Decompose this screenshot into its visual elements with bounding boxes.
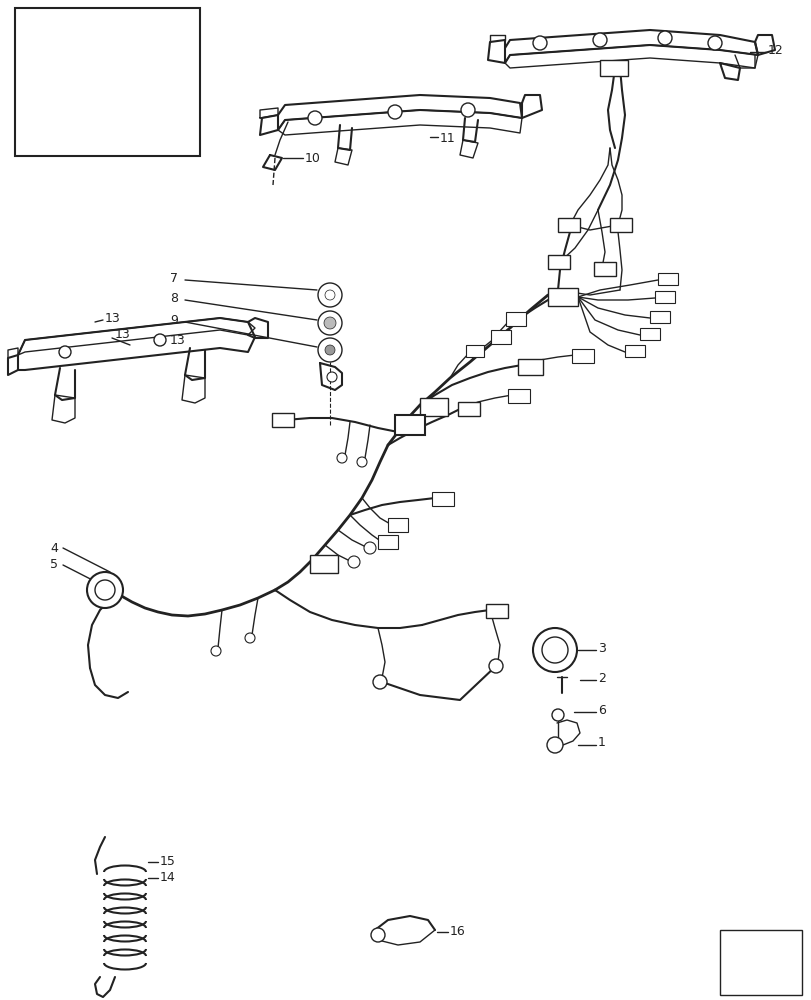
Bar <box>571 349 594 363</box>
Bar <box>547 288 577 306</box>
Circle shape <box>551 709 564 721</box>
Bar <box>394 415 424 435</box>
Bar <box>272 413 294 427</box>
Bar <box>547 255 569 269</box>
Circle shape <box>372 675 387 689</box>
Circle shape <box>532 628 577 672</box>
Text: 8: 8 <box>169 292 178 304</box>
Circle shape <box>211 646 221 656</box>
Bar <box>378 535 397 549</box>
Bar <box>15 8 200 156</box>
Polygon shape <box>769 945 799 985</box>
Bar <box>486 604 508 618</box>
Circle shape <box>324 317 336 329</box>
Circle shape <box>327 372 337 382</box>
Bar <box>505 312 526 326</box>
Circle shape <box>488 659 502 673</box>
Circle shape <box>547 737 562 753</box>
Text: 2: 2 <box>597 672 605 684</box>
Bar <box>657 273 677 285</box>
Bar <box>649 311 669 323</box>
Circle shape <box>324 290 335 300</box>
Text: 7: 7 <box>169 271 178 284</box>
Text: 13: 13 <box>115 328 131 342</box>
Text: 4: 4 <box>50 542 58 554</box>
Text: 13: 13 <box>105 312 121 324</box>
Bar <box>594 262 616 276</box>
Polygon shape <box>734 947 769 985</box>
Bar <box>466 345 483 357</box>
Circle shape <box>324 345 335 355</box>
Circle shape <box>154 334 165 346</box>
Text: 16: 16 <box>449 925 466 938</box>
Circle shape <box>318 283 341 307</box>
Circle shape <box>532 36 547 50</box>
Circle shape <box>592 33 607 47</box>
Circle shape <box>87 572 122 608</box>
Text: 12: 12 <box>767 44 783 57</box>
Bar <box>431 492 453 506</box>
Text: 9: 9 <box>169 314 178 326</box>
Bar <box>557 218 579 232</box>
Circle shape <box>348 556 359 568</box>
Text: 5: 5 <box>50 558 58 572</box>
Circle shape <box>307 111 322 125</box>
Bar <box>388 518 407 532</box>
Bar <box>491 330 510 344</box>
Bar <box>419 398 448 416</box>
Text: 15: 15 <box>160 855 176 868</box>
Text: 6: 6 <box>597 704 605 716</box>
Bar <box>624 345 644 357</box>
Circle shape <box>388 105 401 119</box>
Bar <box>719 930 801 995</box>
Text: 10: 10 <box>305 152 320 165</box>
Circle shape <box>461 103 474 117</box>
Circle shape <box>707 36 721 50</box>
Bar <box>310 555 337 573</box>
Circle shape <box>318 311 341 335</box>
Bar <box>508 389 530 403</box>
Circle shape <box>318 338 341 362</box>
Circle shape <box>363 542 375 554</box>
Text: 11: 11 <box>440 132 455 145</box>
Bar <box>517 359 543 375</box>
Circle shape <box>565 221 573 229</box>
Circle shape <box>613 221 621 229</box>
Circle shape <box>59 346 71 358</box>
Text: 14: 14 <box>160 871 175 884</box>
Circle shape <box>371 928 384 942</box>
Bar <box>609 218 631 232</box>
Text: 3: 3 <box>597 642 605 654</box>
Circle shape <box>95 580 115 600</box>
Text: 1: 1 <box>597 736 605 748</box>
Bar <box>654 291 674 303</box>
Text: 13: 13 <box>169 334 186 347</box>
Circle shape <box>357 457 367 467</box>
Circle shape <box>245 633 255 643</box>
Bar <box>639 328 659 340</box>
Circle shape <box>541 637 568 663</box>
Bar <box>599 60 627 76</box>
Bar <box>457 402 479 416</box>
Circle shape <box>657 31 672 45</box>
Circle shape <box>337 453 346 463</box>
